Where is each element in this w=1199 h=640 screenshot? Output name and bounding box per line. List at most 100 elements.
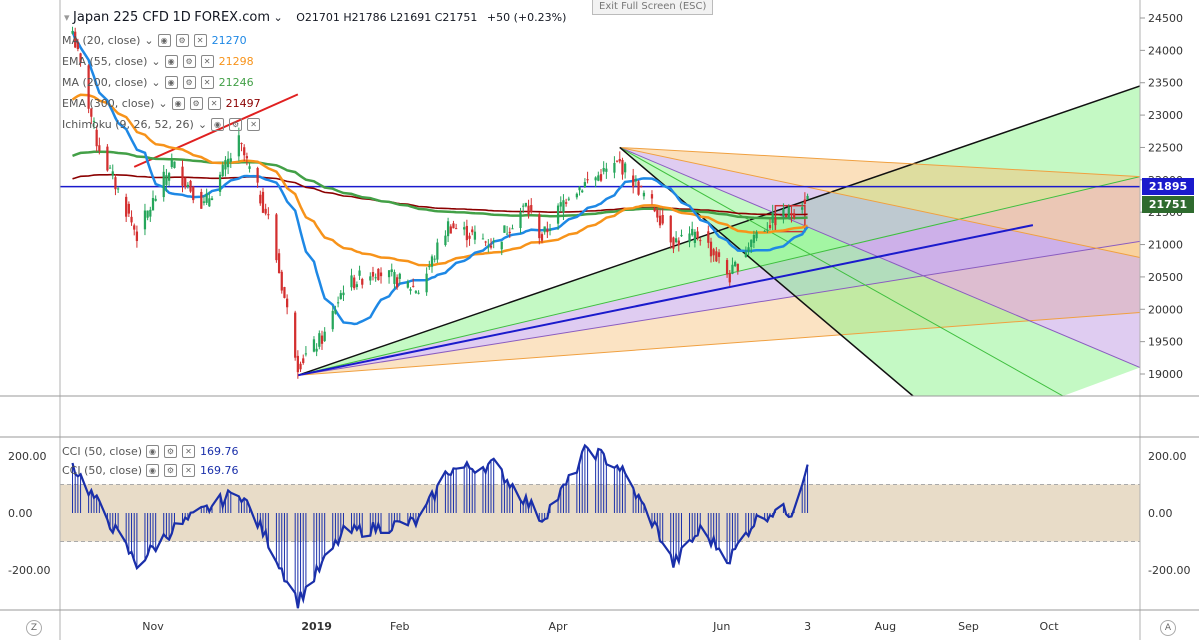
gear-icon[interactable]: ⚙ — [182, 76, 196, 89]
candle-body — [296, 355, 299, 373]
indicator-legend-row[interactable]: MA (20, close) ⌄ ◉ ⚙ ✕ 21270 — [62, 32, 247, 49]
fan-line-green[interactable] — [297, 176, 1140, 376]
fork-zone-green — [619, 147, 1140, 396]
eye-icon[interactable]: ◉ — [171, 97, 185, 110]
chevron-down-icon[interactable]: ⌄ — [197, 118, 208, 131]
oscillator-value: 169.76 — [200, 464, 239, 477]
candle-body — [594, 177, 597, 181]
candle-body — [181, 166, 184, 186]
eye-icon[interactable]: ◉ — [164, 76, 178, 89]
oscillator-legend-row[interactable]: CCI (50, close) ◉ ⚙ ✕ 169.76 — [62, 443, 239, 460]
ma-200-line[interactable] — [72, 150, 808, 220]
candle-body — [674, 238, 678, 243]
candle-body — [602, 167, 605, 172]
indicator-label[interactable]: EMA (300, close) — [62, 97, 155, 110]
ema-55-line[interactable] — [71, 93, 809, 267]
close-icon[interactable]: ✕ — [200, 55, 214, 68]
candle-body — [256, 167, 259, 183]
ema-300-line[interactable] — [72, 173, 808, 216]
price-tick-label: 19500 — [1148, 336, 1183, 349]
candle-body — [167, 173, 171, 181]
candle-body — [286, 298, 289, 308]
oscillator-label[interactable]: CCI (50, close) — [62, 445, 143, 458]
zoom-icon[interactable]: Z — [26, 620, 42, 636]
chevron-down-icon[interactable]: ⌄ — [158, 97, 168, 110]
eye-icon[interactable]: ◉ — [146, 464, 160, 477]
candle-body — [436, 242, 439, 260]
chevron-down-icon[interactable]: ⌄ — [273, 11, 283, 24]
chevron-down-icon[interactable]: ⌄ — [144, 34, 154, 47]
candle-body — [548, 229, 552, 232]
candle-body — [650, 194, 654, 199]
symbol-title[interactable]: Japan 225 CFD — [73, 10, 169, 25]
candle-body — [90, 108, 93, 117]
close-icon[interactable]: ✕ — [182, 464, 196, 477]
collapse-arrow-icon[interactable]: ▾ — [64, 11, 70, 24]
candle-body — [677, 240, 680, 246]
fork-line-purple[interactable] — [619, 146, 1140, 368]
candle-body — [414, 291, 418, 293]
indicator-label[interactable]: EMA (55, close) — [62, 55, 148, 68]
gear-icon[interactable]: ⚙ — [164, 464, 178, 477]
candle-body — [409, 289, 412, 291]
close-icon[interactable]: ✕ — [200, 76, 214, 89]
gear-icon[interactable]: ⚙ — [175, 34, 189, 47]
candle-body — [154, 198, 157, 201]
indicator-legend-row[interactable]: EMA (300, close) ⌄ ◉ ⚙ ✕ 21497 — [62, 95, 261, 112]
eye-icon[interactable]: ◉ — [211, 118, 225, 131]
eye-icon[interactable]: ◉ — [157, 34, 171, 47]
fork-line-orange[interactable] — [619, 146, 1140, 178]
candle-body — [377, 268, 380, 281]
close-icon[interactable]: ✕ — [247, 118, 261, 131]
close-icon[interactable]: ✕ — [182, 445, 196, 458]
candle-body — [680, 234, 683, 237]
indicator-label[interactable]: Ichimoku (9, 26, 52, 26) — [62, 118, 194, 131]
eye-icon[interactable]: ◉ — [146, 445, 160, 458]
candle-body — [264, 208, 267, 214]
gear-icon[interactable]: ⚙ — [182, 55, 196, 68]
oscillator-value: 169.76 — [200, 445, 239, 458]
gear-icon[interactable]: ⚙ — [229, 118, 243, 131]
interval-label[interactable]: 1D — [172, 10, 191, 25]
candle-body — [471, 229, 474, 233]
oscillator-label[interactable]: CCI (50, close) — [62, 464, 143, 477]
candle-body — [425, 273, 428, 293]
indicator-legend-row[interactable]: MA (200, close) ⌄ ◉ ⚙ ✕ 21246 — [62, 74, 254, 91]
candle-body — [210, 198, 214, 201]
candle-body — [717, 252, 721, 257]
candle-body — [184, 177, 187, 188]
indicator-label[interactable]: MA (200, close) — [62, 76, 148, 89]
eye-icon[interactable]: ◉ — [164, 55, 178, 68]
exit-full-screen-button[interactable]: Exit Full Screen (ESC) — [592, 0, 714, 15]
candle-body — [715, 251, 718, 262]
trendline-blue[interactable] — [297, 224, 1034, 377]
time-tick-label: 3 — [804, 620, 811, 633]
gear-icon[interactable]: ⚙ — [164, 445, 178, 458]
candle-body — [688, 233, 691, 243]
fork-line-orange-2[interactable] — [619, 146, 1140, 258]
auto-scale-icon[interactable]: A — [1160, 620, 1176, 636]
oscillator-legend-row[interactable]: CCI (50, close) ◉ ⚙ ✕ 169.76 — [62, 462, 239, 479]
fork-line-green[interactable] — [619, 147, 1064, 396]
gear-icon[interactable]: ⚙ — [189, 97, 203, 110]
cci-line[interactable] — [71, 443, 809, 609]
chevron-down-icon[interactable]: ⌄ — [151, 55, 161, 68]
candle-body — [135, 231, 139, 242]
candle-body — [428, 266, 431, 268]
close-icon[interactable]: ✕ — [193, 34, 207, 47]
indicator-label[interactable]: MA (20, close) — [62, 34, 141, 47]
candle-body — [693, 231, 697, 243]
candle-body — [707, 231, 710, 243]
close-icon[interactable]: ✕ — [207, 97, 221, 110]
fan-line-orange[interactable] — [297, 312, 1140, 376]
candle-body — [430, 256, 434, 267]
fan-line-purple[interactable] — [297, 240, 1140, 376]
price-tick-label: 23000 — [1148, 109, 1183, 122]
indicator-legend-row[interactable]: EMA (55, close) ⌄ ◉ ⚙ ✕ 21298 — [62, 53, 254, 70]
indicator-legend-row[interactable]: Ichimoku (9, 26, 52, 26) ⌄ ◉ ⚙ ✕ — [62, 116, 265, 133]
chevron-down-icon[interactable]: ⌄ — [151, 76, 161, 89]
candle-body — [162, 171, 165, 198]
candle-body — [575, 193, 578, 198]
candle-body — [243, 147, 246, 156]
